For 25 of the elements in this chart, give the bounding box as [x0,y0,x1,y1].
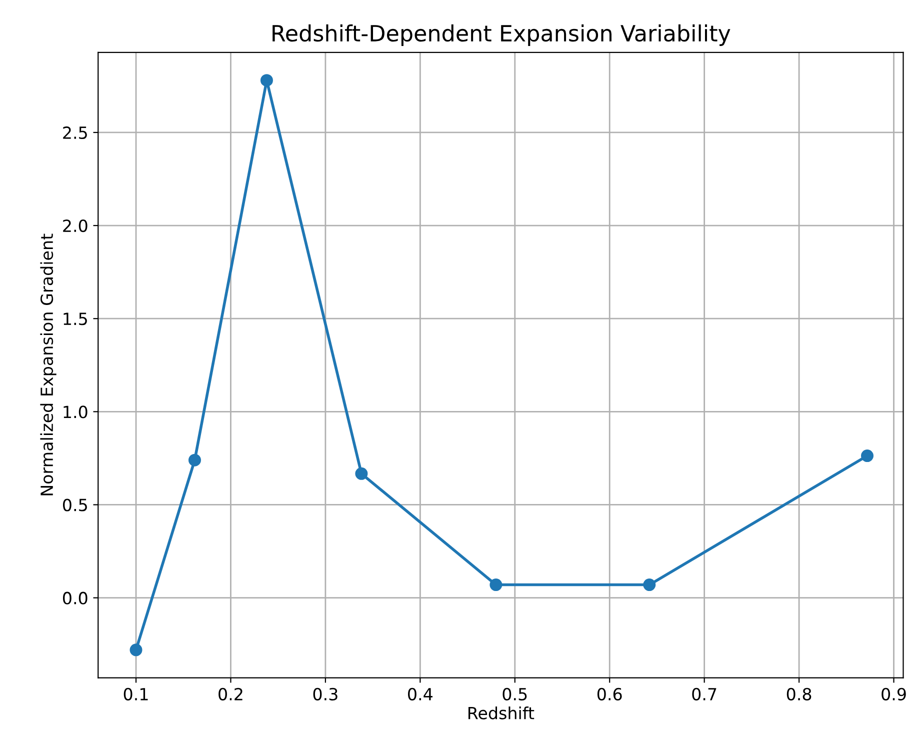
y-tick-label: 1.0 [64,406,88,418]
x-tick-label: 0.8 [786,688,812,700]
point [130,644,142,656]
x-tick-label: 0.2 [218,688,242,700]
x-tick-label: 0.7 [692,688,716,700]
y-tick-label: 2.0 [63,220,88,232]
y-tick-label: 0.5 [62,498,87,512]
chart-title: Redshift-Dependent Expansion Variability [272,24,730,46]
y-tick-label: 2.5 [63,126,87,140]
point [643,578,656,592]
y-tick-label: 0.0 [62,592,88,604]
point [490,578,502,592]
point [260,74,273,87]
x-tick-label: 0.5 [502,688,527,700]
x-tick-label: 0.3 [313,688,338,700]
point [188,454,201,466]
x-tick-label: 0.4 [408,688,432,700]
x-tick-label: 0.6 [597,688,622,700]
x-axis-title: Redshift [468,706,534,720]
point [355,467,368,480]
x-tick-label: 0.9 [882,688,906,700]
y-tick-label: 1.5 [64,312,87,326]
x-tick-label: 0.1 [124,688,148,700]
y-axis-title: Normalized Expansion Gradient [40,234,56,496]
point [861,450,874,462]
